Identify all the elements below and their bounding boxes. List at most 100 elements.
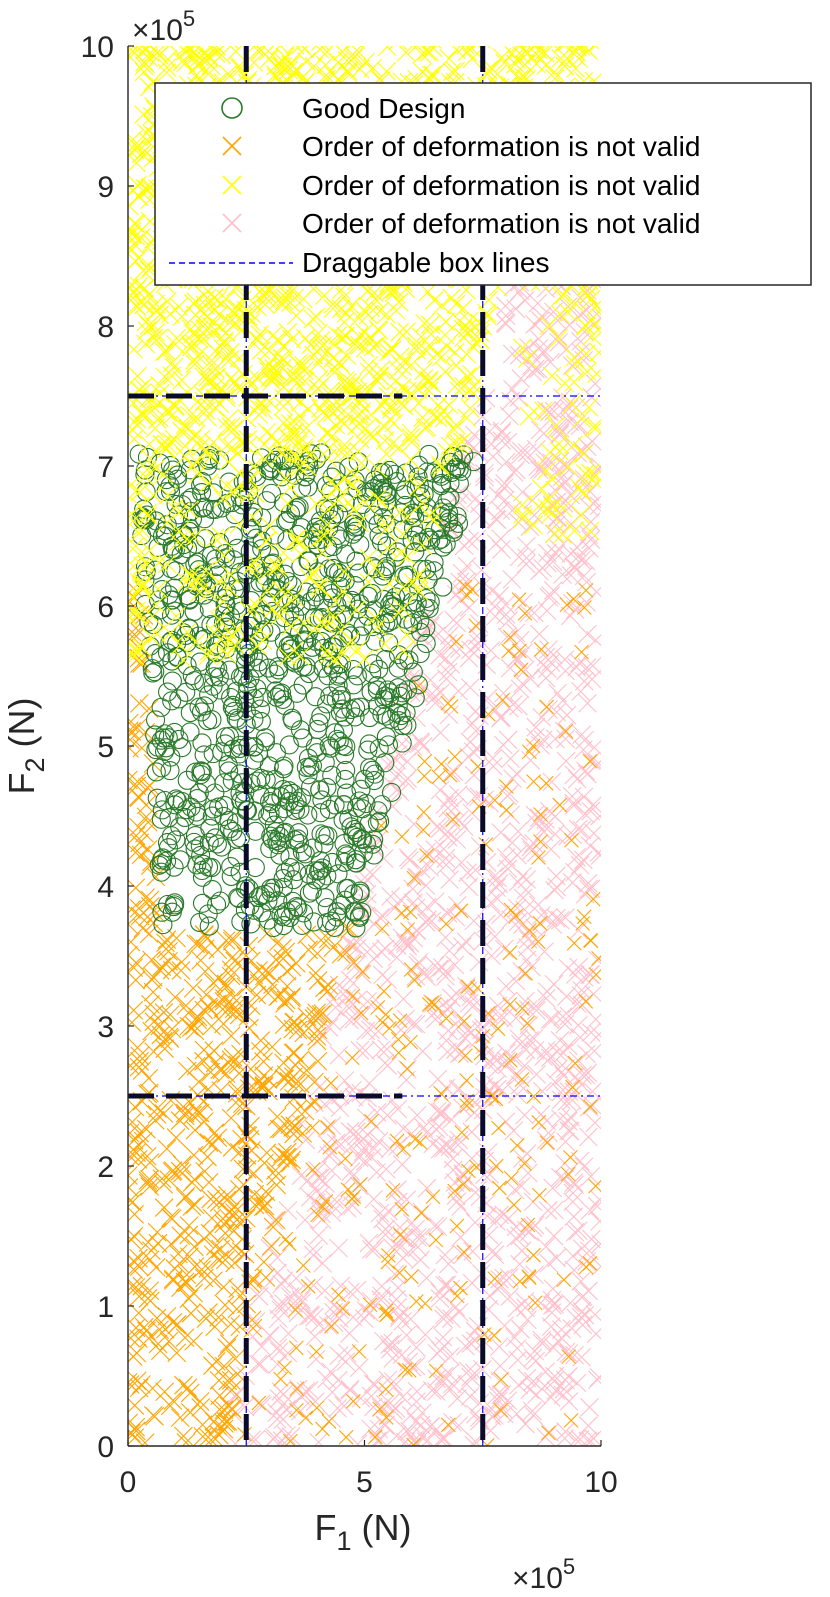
legend-label-pink: Order of deformation is not valid xyxy=(302,208,700,239)
pink-point xyxy=(463,1242,483,1261)
orange-point xyxy=(262,1037,282,1057)
orange-point xyxy=(128,1178,139,1197)
pink-point xyxy=(391,890,410,910)
pink-point xyxy=(526,1351,546,1371)
pink-point xyxy=(564,793,584,813)
pink-point xyxy=(556,1132,575,1152)
orange-point xyxy=(456,1177,471,1192)
pink-point xyxy=(543,1178,563,1198)
pink-point xyxy=(559,1036,578,1056)
pink-point xyxy=(525,1341,545,1361)
y-multiplier: ×105 xyxy=(132,6,195,47)
orange-point xyxy=(417,1296,433,1311)
pink-point xyxy=(517,869,537,889)
pink-point xyxy=(509,1029,529,1048)
yellow-point xyxy=(422,46,442,49)
pink-point xyxy=(493,735,513,755)
pink-point xyxy=(507,1298,527,1318)
pink-point xyxy=(264,1211,284,1231)
orange-point xyxy=(382,1020,397,1036)
pink-point xyxy=(413,1041,433,1061)
orange-point xyxy=(460,1163,476,1179)
pink-point xyxy=(492,421,512,441)
pink-point xyxy=(388,1099,408,1119)
yellow-point xyxy=(128,221,142,241)
orange-point xyxy=(196,985,216,1005)
orange-point xyxy=(129,1248,148,1268)
orange-point xyxy=(194,1268,214,1288)
orange-point xyxy=(184,1145,204,1165)
yellow-point xyxy=(338,63,358,83)
pink-point xyxy=(549,332,569,352)
pink-point xyxy=(444,610,463,630)
pink-point xyxy=(252,1337,272,1357)
pink-point xyxy=(278,1343,298,1363)
orange-point xyxy=(217,1185,237,1205)
pink-point xyxy=(406,1219,426,1239)
orange-point xyxy=(221,1026,241,1046)
good-design-point xyxy=(184,671,205,691)
pink-point xyxy=(494,478,514,498)
orange-point xyxy=(261,1236,281,1256)
pink-point xyxy=(515,1105,534,1125)
orange-point xyxy=(526,1247,541,1263)
pink-point xyxy=(523,362,543,382)
pink-point xyxy=(334,1396,354,1416)
pink-point xyxy=(383,1348,403,1368)
pink-point xyxy=(583,1082,601,1101)
legend[interactable]: Good Design Order of deformation is not … xyxy=(154,82,812,286)
orange-point xyxy=(324,1318,339,1334)
yellow-point xyxy=(584,417,601,437)
orange-point xyxy=(391,1045,407,1061)
pink-point xyxy=(470,506,490,526)
pink-point xyxy=(520,517,540,537)
pink-point xyxy=(347,1280,367,1300)
orange-point xyxy=(159,1027,179,1047)
orange-point xyxy=(179,1247,199,1267)
orange-point xyxy=(240,1018,259,1038)
pink-point xyxy=(516,660,535,680)
pink-point xyxy=(387,948,407,967)
orange-point xyxy=(281,1236,297,1252)
orange-point xyxy=(132,1375,151,1394)
pink-point xyxy=(265,1427,284,1446)
orange-point xyxy=(407,1132,423,1147)
yellow-point xyxy=(128,240,142,259)
pink-point xyxy=(487,510,507,530)
pink-point xyxy=(454,1173,474,1193)
pink-point xyxy=(542,772,562,792)
orange-point xyxy=(344,1050,360,1066)
orange-point xyxy=(323,1075,339,1091)
pink-point xyxy=(457,556,477,576)
pink-point xyxy=(437,669,456,689)
pink-point xyxy=(578,1416,598,1436)
good-design-point xyxy=(192,893,213,913)
orange-point xyxy=(174,1426,193,1446)
yellow-point xyxy=(531,479,551,498)
pink-point xyxy=(488,889,507,909)
orange-point xyxy=(487,1271,503,1287)
x-axis-label: F1 (N) xyxy=(314,1507,411,1556)
pink-point xyxy=(376,939,395,958)
pink-point xyxy=(511,1319,530,1339)
yellow-point xyxy=(564,435,583,455)
pink-point xyxy=(260,1238,280,1258)
orange-point xyxy=(219,1334,239,1354)
pink-point xyxy=(490,1356,510,1376)
pink-point xyxy=(511,441,531,461)
pink-point xyxy=(564,1173,584,1192)
pink-point xyxy=(355,1151,375,1171)
pink-point xyxy=(539,700,558,719)
pink-point xyxy=(555,650,575,669)
pink-point xyxy=(348,1434,368,1446)
pink-point xyxy=(495,474,514,493)
pink-point xyxy=(507,1338,527,1358)
orange-point xyxy=(396,1141,411,1157)
orange-point xyxy=(198,1258,218,1278)
orange-point xyxy=(447,1183,463,1199)
good-design-point xyxy=(353,616,373,636)
pink-point xyxy=(407,1392,426,1412)
pink-point xyxy=(406,1014,426,1034)
pink-point xyxy=(430,780,450,800)
orange-point xyxy=(428,1232,444,1248)
